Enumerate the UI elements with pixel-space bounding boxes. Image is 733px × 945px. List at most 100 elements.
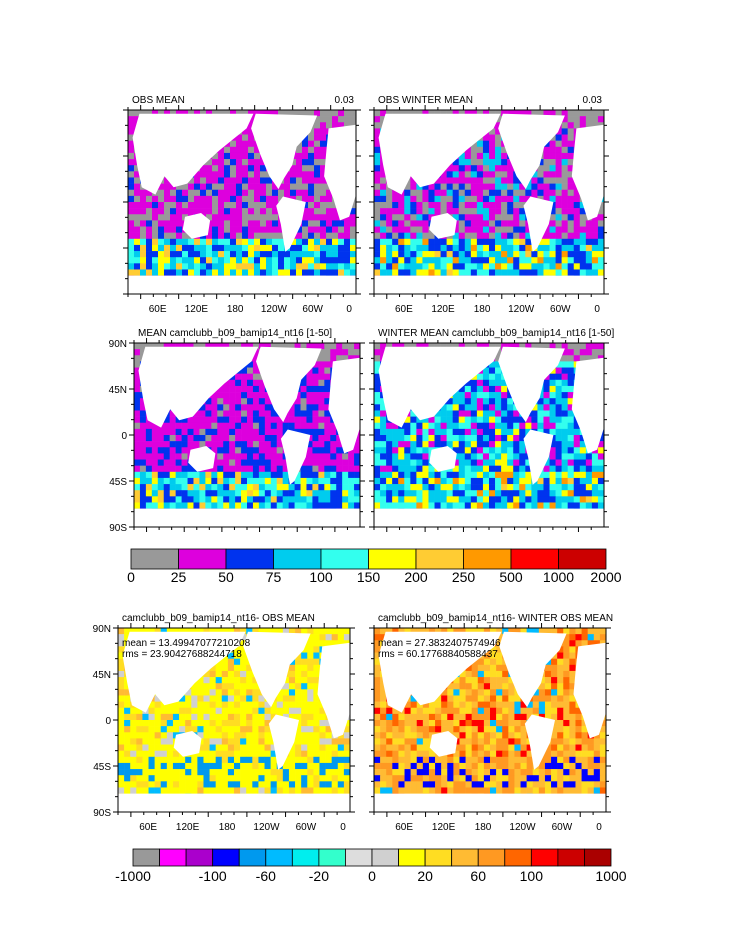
field-cell	[247, 343, 254, 350]
field-cell	[302, 232, 309, 240]
field-cell	[236, 140, 243, 148]
field-cell	[428, 428, 435, 436]
field-cell	[567, 140, 575, 148]
field-cell	[282, 343, 289, 350]
field-cell	[525, 477, 532, 485]
field-cell	[223, 447, 230, 454]
field-cell	[531, 404, 538, 411]
field-cell	[410, 465, 417, 473]
field-cell	[482, 146, 490, 154]
field-cell	[513, 263, 520, 270]
field-cell	[320, 251, 327, 258]
field-cell	[157, 484, 165, 491]
field-cell	[519, 502, 526, 509]
field-cell	[139, 410, 147, 417]
field-cell	[410, 422, 417, 430]
field-cell	[218, 152, 225, 160]
field-cell	[531, 257, 538, 264]
field-cell	[567, 238, 575, 246]
field-cell	[482, 410, 490, 417]
field-cell	[404, 195, 411, 203]
field-cell	[145, 428, 153, 436]
field-cell	[188, 251, 195, 258]
field-cell	[458, 195, 466, 203]
field-cell	[342, 349, 349, 356]
field-cell	[555, 490, 562, 497]
field-cell	[591, 459, 599, 466]
field-cell	[254, 208, 261, 215]
field-cell	[324, 343, 331, 350]
field-cell	[248, 214, 255, 221]
field-cell	[134, 251, 141, 258]
field-cell	[573, 208, 581, 215]
field-cell	[218, 146, 225, 154]
field-cell	[146, 238, 153, 246]
field-cell	[440, 171, 447, 178]
field-cell	[181, 484, 188, 491]
field-cell	[495, 477, 502, 485]
field-cell	[247, 373, 254, 381]
field-cell	[276, 441, 283, 448]
field-cell	[344, 226, 351, 233]
field-cell	[458, 202, 466, 209]
field-cell	[288, 343, 295, 350]
field-cell	[206, 183, 213, 191]
field-cell	[157, 502, 165, 509]
field-cell	[264, 490, 272, 497]
field-cell	[176, 251, 183, 258]
field-cell	[579, 202, 587, 209]
field-cell	[501, 146, 508, 154]
field-cell	[284, 251, 291, 258]
field-cell	[169, 416, 176, 424]
field-cell	[187, 428, 194, 436]
field-cell	[312, 392, 319, 399]
field-cell	[157, 496, 165, 503]
field-cell	[157, 477, 165, 485]
field-cell	[440, 441, 447, 448]
field-cell	[482, 171, 490, 178]
field-cell	[495, 392, 502, 399]
field-cell	[374, 435, 381, 442]
field-cell	[458, 484, 466, 491]
field-cell	[200, 269, 207, 276]
field-cell	[434, 110, 441, 117]
field-cell	[458, 263, 466, 270]
field-cell	[452, 202, 460, 209]
field-cell	[537, 490, 544, 497]
field-cell	[164, 189, 171, 197]
field-cell	[338, 232, 345, 240]
field-cell	[248, 110, 255, 117]
field-cell	[452, 404, 460, 411]
field-cell	[324, 453, 331, 460]
field-cell	[543, 484, 550, 491]
field-cell	[276, 484, 283, 491]
field-cell	[507, 110, 514, 117]
field-cell	[139, 343, 147, 350]
field-cell	[235, 416, 242, 424]
field-cell	[254, 257, 261, 264]
field-cell	[134, 379, 141, 387]
field-cell	[318, 416, 325, 424]
field-cell	[452, 435, 460, 442]
field-cell	[422, 441, 429, 448]
field-cell	[205, 428, 212, 436]
field-cell	[187, 490, 194, 497]
field-cell	[482, 416, 490, 424]
field-cell	[175, 502, 182, 509]
field-cell	[464, 379, 472, 387]
field-cell	[543, 171, 550, 178]
field-cell	[543, 496, 550, 503]
field-cell	[139, 471, 147, 479]
field-cell	[495, 269, 502, 276]
field-cell	[507, 263, 514, 270]
field-cell	[163, 459, 170, 466]
field-cell	[579, 435, 587, 442]
field-cell	[212, 226, 219, 233]
field-cell	[591, 477, 599, 485]
field-cell	[410, 484, 417, 491]
field-cell	[404, 422, 411, 430]
field-cell	[495, 355, 502, 362]
field-cell	[561, 251, 568, 258]
field-cell	[187, 435, 194, 442]
field-cell	[579, 441, 587, 448]
